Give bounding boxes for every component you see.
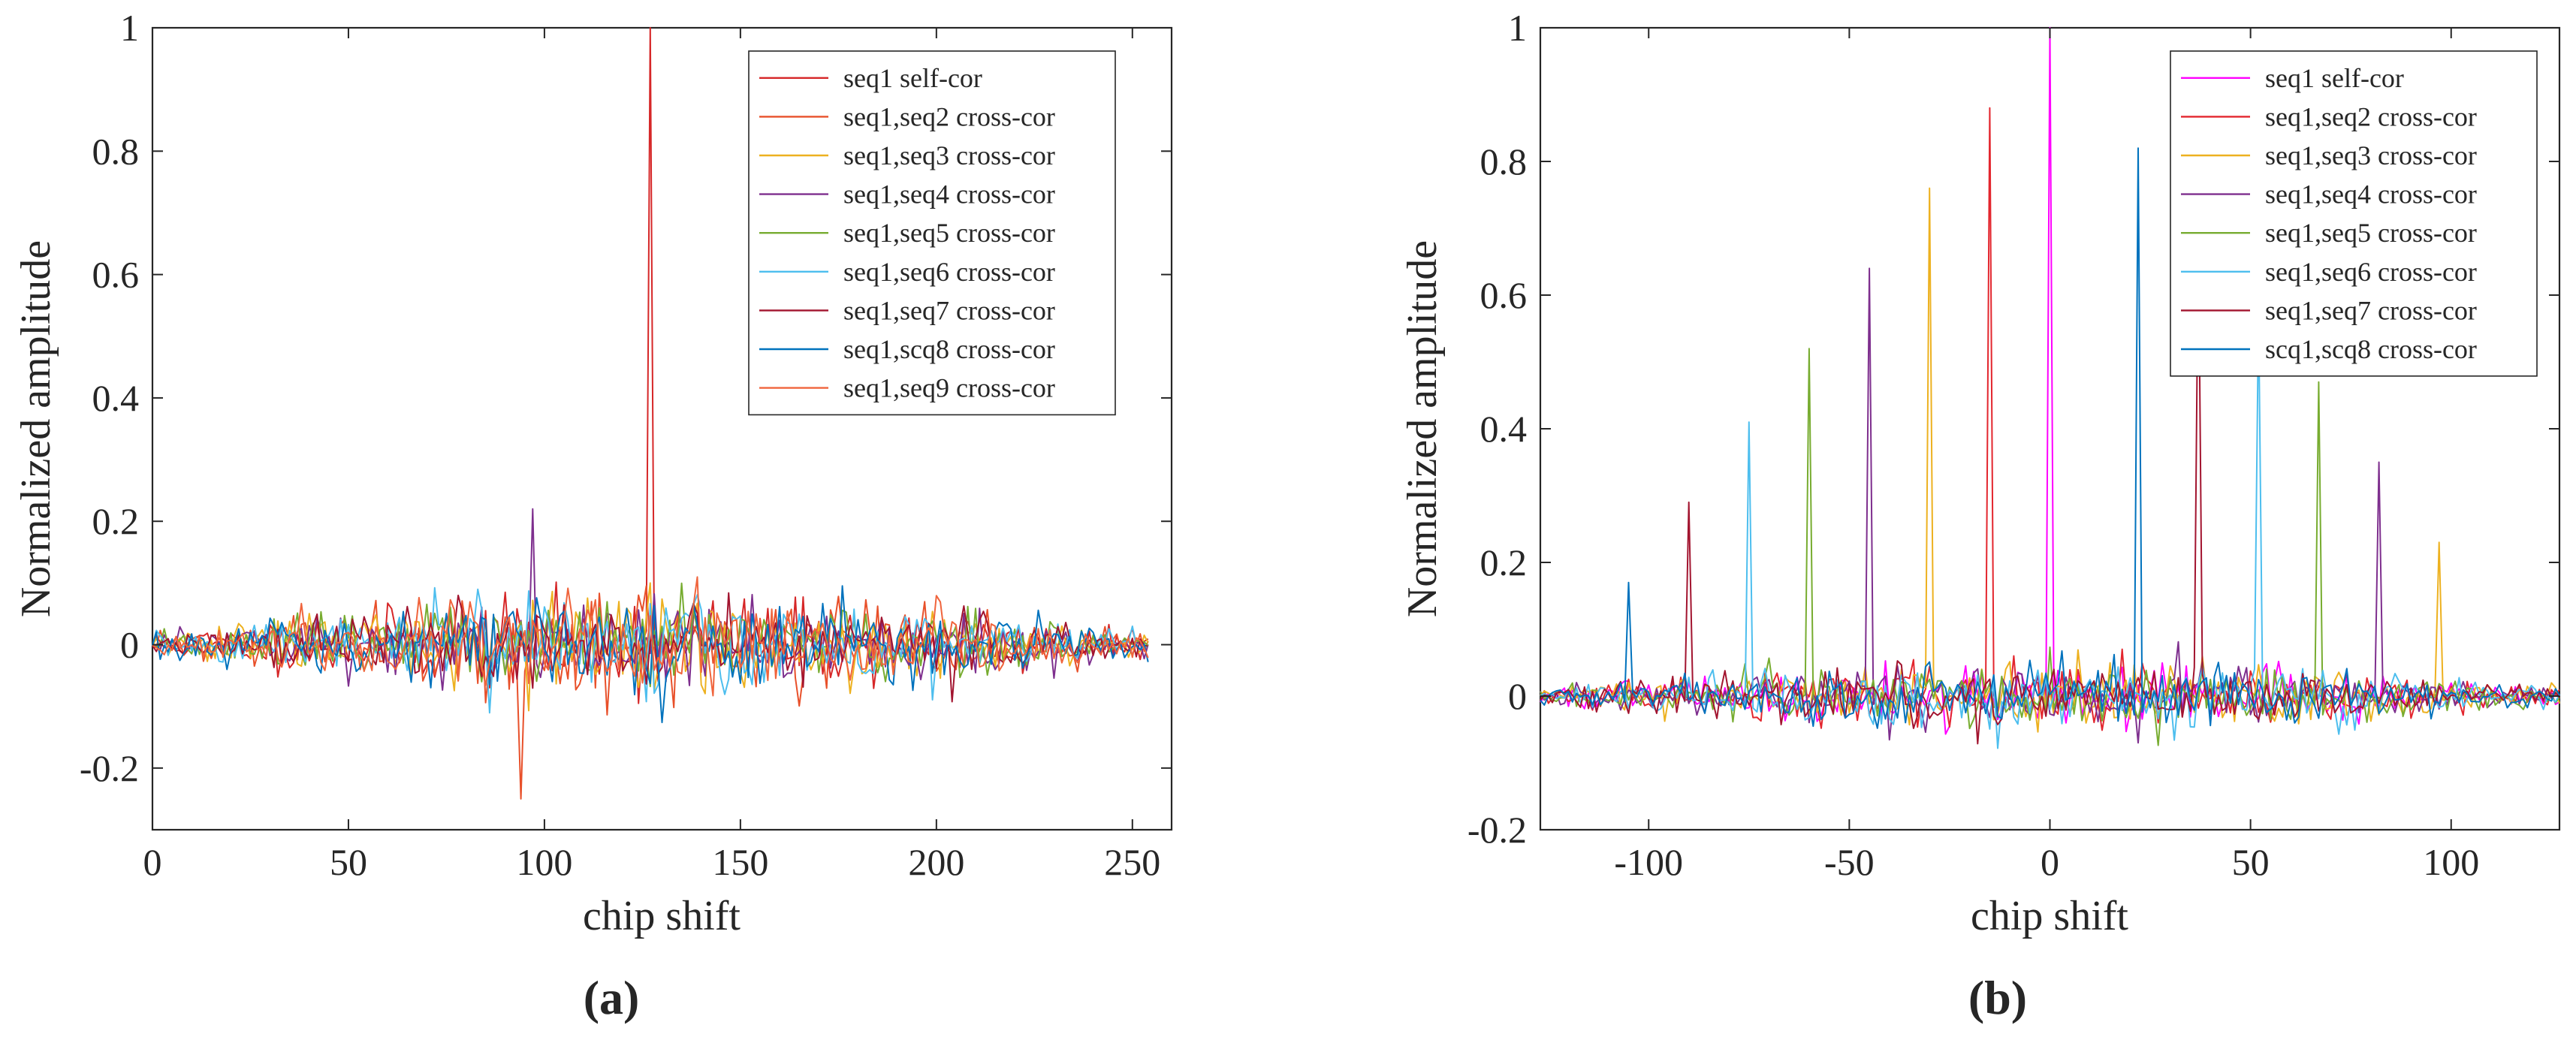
legend-entry: seq1,seq3 cross-cor <box>2265 140 2477 170</box>
x-tick-label: 100 <box>2423 841 2479 883</box>
plot-frame-a <box>151 26 1173 831</box>
legend-a: seq1 self-cor seq1,seq2 cross-cor seq1,seq… <box>748 50 1116 416</box>
series-line <box>152 576 1149 697</box>
legend-entry: seq1,seq3 cross-cor <box>843 140 1055 170</box>
x-tick-label: 100 <box>516 841 572 883</box>
y-axis-label-b: Normalized amplitude <box>1399 240 1446 617</box>
x-axis-label-a: chip shift <box>583 893 741 939</box>
y-ticks-b: -0.2 0 0.2 0.4 0.6 0.8 1 <box>1467 7 2559 851</box>
y-tick-label: 0.8 <box>92 130 140 172</box>
y-tick-label: 0.2 <box>92 500 140 542</box>
legend-b: seq1 self-cor seq1,seq2 cross-cor seq1,seq… <box>2170 50 2538 377</box>
x-axis-label-b: chip shift <box>1971 893 2128 939</box>
legend-entry: seq1,seq2 cross-cor <box>843 101 1055 131</box>
x-ticks-a: 0 50 100 150 200 250 <box>143 28 1160 883</box>
y-tick-label: 0.4 <box>1480 408 1528 450</box>
legend-entry: seq1,seq9 cross-cor <box>843 373 1055 403</box>
legend-entry: seq1,seq7 cross-cor <box>2265 295 2477 325</box>
series-group-a <box>152 27 1149 800</box>
y-tick-label: 0.8 <box>1480 140 1528 182</box>
y-tick-label: -0.2 <box>80 747 139 789</box>
legend-entry: seq1 self-cor <box>2265 63 2404 93</box>
legend-entry: seq1,seq6 cross-cor <box>2265 257 2477 287</box>
legend-box <box>2170 50 2538 377</box>
y-tick-label: 1 <box>120 7 139 49</box>
y-tick-label: 0.2 <box>1480 541 1528 583</box>
x-tick-label: 0 <box>2041 841 2059 883</box>
legend-entry: seq1,seq2 cross-cor <box>2265 101 2477 131</box>
chart-panel-b: -100 -50 0 50 100 -0.2 0 0.2 0.4 0.6 0.8 1 chip sh… <box>1399 7 2561 1024</box>
y-tick-label: -0.2 <box>1467 809 1527 851</box>
legend-entry: seq1,seq6 cross-cor <box>843 257 1055 287</box>
x-ticks-b: -100 -50 0 50 100 <box>1614 28 2479 883</box>
legend-entry: seq1,scq8 cross-cor <box>843 334 1055 364</box>
legend-entry: seq1,seq5 cross-cor <box>843 218 1055 248</box>
x-tick-label: -50 <box>1824 841 1875 883</box>
x-tick-label: 150 <box>712 841 768 883</box>
x-tick-label: 50 <box>2232 841 2270 883</box>
legend-entry: seq1,seq7 cross-cor <box>843 295 1055 325</box>
series-line <box>152 592 1148 703</box>
x-tick-label: 250 <box>1104 841 1160 883</box>
y-tick-label: 0 <box>1508 675 1527 717</box>
y-tick-label: 0.6 <box>1480 274 1528 316</box>
x-tick-label: -100 <box>1614 841 1683 883</box>
legend-entry: seq1,seq5 cross-cor <box>2265 218 2477 248</box>
y-axis-label-a: Normalized amplitude <box>13 240 59 617</box>
x-tick-label: 200 <box>908 841 964 883</box>
series-line <box>152 585 1149 724</box>
legend-entry: seq1,seq4 cross-cor <box>843 179 1055 210</box>
panel-label-a: (a) <box>584 971 640 1024</box>
legend-entry: scq1,scq8 cross-cor <box>2265 334 2477 364</box>
panel-label-b: (b) <box>1968 971 2027 1024</box>
series-line <box>1540 147 2560 729</box>
legend-entry: seq1,seq4 cross-cor <box>2265 179 2477 210</box>
y-ticks-a: -0.2 0 0.2 0.4 0.6 0.8 1 <box>80 7 1172 789</box>
chart-panel-a: 0 50 100 150 200 250 -0.2 0 0.2 0.4 0.6 0.8 1 chip … <box>13 7 1173 1024</box>
y-tick-label: 1 <box>1508 7 1527 49</box>
series-line <box>1540 348 2560 746</box>
y-tick-label: 0 <box>120 624 139 666</box>
legend-entry: seq1 self-cor <box>843 63 982 93</box>
x-tick-label: 50 <box>330 841 367 883</box>
y-tick-label: 0.6 <box>92 254 140 296</box>
series-line <box>1540 228 2560 745</box>
x-tick-label: 0 <box>143 841 162 883</box>
y-tick-label: 0.4 <box>92 377 140 419</box>
